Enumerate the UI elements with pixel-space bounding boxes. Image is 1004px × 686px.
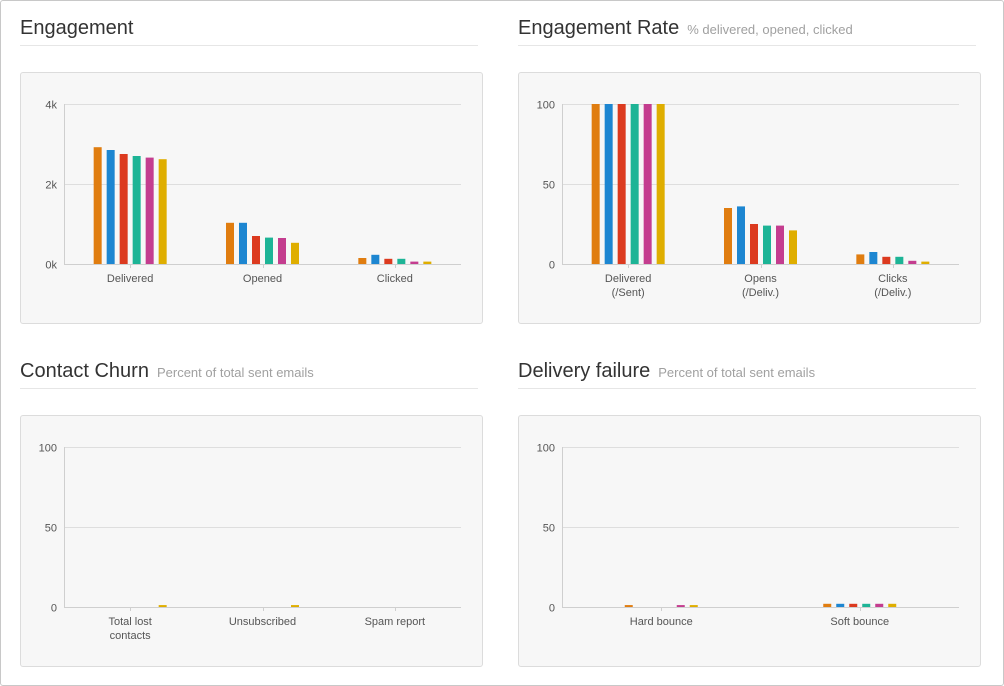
bar xyxy=(750,224,758,264)
bar xyxy=(291,605,299,607)
bar xyxy=(676,605,685,607)
bar xyxy=(849,603,858,607)
x-category-label: Opens xyxy=(744,273,777,285)
section-title: Engagement xyxy=(20,17,134,39)
x-category-label: Opened xyxy=(243,273,282,285)
section-title: Delivery failure xyxy=(518,360,651,382)
contact-churn-header: Contact Churn Percent of total sent email… xyxy=(20,360,478,389)
bar xyxy=(895,256,904,264)
y-tick-label: 50 xyxy=(543,180,555,192)
section-title: Contact Churn xyxy=(20,360,149,382)
bar xyxy=(604,104,613,264)
y-tick-label: 100 xyxy=(537,100,555,112)
bar xyxy=(371,254,380,264)
bar xyxy=(384,258,393,264)
bar xyxy=(882,256,891,264)
x-category-label: Delivered xyxy=(605,273,651,285)
y-tick-label: 0 xyxy=(549,603,555,615)
x-category-label: Clicked xyxy=(377,273,413,285)
bar xyxy=(836,603,845,607)
bar xyxy=(423,261,432,264)
section-subtitle: Percent of total sent emails xyxy=(658,365,816,380)
bar xyxy=(776,225,784,264)
x-category-label: Soft bounce xyxy=(830,616,889,628)
y-tick-label: 4k xyxy=(45,100,57,112)
x-category-label: contacts xyxy=(110,630,151,642)
bar xyxy=(226,222,234,264)
bar xyxy=(145,157,154,264)
bar xyxy=(265,237,273,264)
y-tick-label: 50 xyxy=(543,523,555,535)
bar xyxy=(132,156,141,264)
bar xyxy=(888,603,897,607)
delivery-failure-chart: 0 50 100 Hard bounce Soft bounce xyxy=(537,443,959,628)
bar xyxy=(921,261,930,264)
engagement-chart-panel: 0k 2k 4k Delivered Opened Clicked xyxy=(20,72,483,324)
x-category-label: Spam report xyxy=(365,616,426,628)
section-title: Engagement Rate xyxy=(518,17,680,39)
x-category-label: (/Deliv.) xyxy=(742,287,779,299)
bar xyxy=(656,104,665,264)
contact-churn-chart-panel: 0 50 100 Total lost contacts Unsubscribed Spam… xyxy=(20,415,483,667)
y-tick-label: 0 xyxy=(51,603,57,615)
x-category-label: Total lost xyxy=(108,616,151,628)
bar xyxy=(869,252,878,264)
bar xyxy=(291,242,299,264)
y-tick-label: 50 xyxy=(45,523,57,535)
bar xyxy=(630,104,639,264)
bar xyxy=(823,603,832,607)
bar xyxy=(856,254,865,264)
bar xyxy=(252,236,260,264)
bar xyxy=(158,605,167,607)
x-category-label: Clicks xyxy=(878,273,908,285)
bar xyxy=(643,104,652,264)
y-tick-label: 0 xyxy=(549,260,555,272)
section-subtitle: % delivered, opened, clicked xyxy=(687,22,853,37)
y-tick-label: 0k xyxy=(45,260,57,272)
bar xyxy=(908,260,917,264)
engagement-rate-chart-panel: 0 50 100 Delivered (/Sent) Opens (/Deliv.) Clic… xyxy=(518,72,981,324)
x-category-label: Hard bounce xyxy=(630,616,693,628)
bar xyxy=(119,154,128,264)
engagement-chart: 0k 2k 4k Delivered Opened Clicked xyxy=(45,100,461,285)
contact-churn-chart: 0 50 100 Total lost contacts Unsubscribed Spam… xyxy=(39,443,461,642)
bar xyxy=(410,261,419,264)
engagement-rate-chart: 0 50 100 Delivered (/Sent) Opens (/Deliv.) Clic… xyxy=(537,100,959,299)
bar xyxy=(278,238,286,264)
y-tick-label: 100 xyxy=(39,443,57,455)
bar xyxy=(591,104,600,264)
bar xyxy=(724,208,732,264)
y-tick-label: 100 xyxy=(537,443,555,455)
bar xyxy=(689,605,698,607)
section-subtitle: Percent of total sent emails xyxy=(156,365,314,380)
bar xyxy=(239,222,247,264)
bar xyxy=(875,603,884,607)
bar xyxy=(789,230,797,264)
x-category-label: Delivered xyxy=(107,273,153,285)
bar xyxy=(397,258,406,264)
bar xyxy=(106,150,115,264)
bar xyxy=(737,206,745,264)
x-category-label: (/Sent) xyxy=(612,287,645,299)
bar xyxy=(862,603,871,607)
engagement-header: Engagement xyxy=(20,17,478,46)
engagement-rate-header: Engagement Rate % delivered, opened, clic… xyxy=(518,17,976,46)
bar xyxy=(358,258,367,264)
delivery-failure-chart-panel: 0 50 100 Hard bounce Soft bounce xyxy=(518,415,981,667)
bar xyxy=(93,147,102,264)
bar xyxy=(617,104,626,264)
delivery-failure-header: Delivery failure Percent of total sent em… xyxy=(518,360,976,389)
x-category-label: Unsubscribed xyxy=(229,616,296,628)
bar xyxy=(624,605,633,607)
x-category-label: (/Deliv.) xyxy=(874,287,911,299)
bar xyxy=(158,159,167,264)
y-tick-label: 2k xyxy=(45,180,57,192)
bar xyxy=(763,225,771,264)
